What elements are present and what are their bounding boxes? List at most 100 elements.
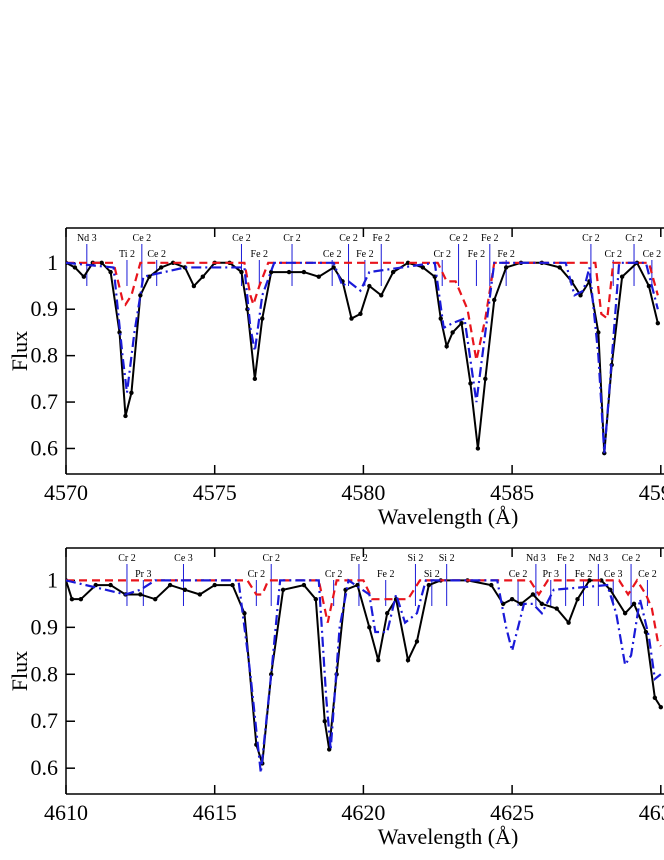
data-point xyxy=(658,704,663,710)
data-point xyxy=(239,269,244,275)
data-point xyxy=(376,658,381,663)
x-tick-label: 4610 xyxy=(44,800,88,825)
data-point xyxy=(557,265,562,270)
plot-area xyxy=(66,578,663,773)
x-axis-label: Wavelength (Å) xyxy=(378,504,519,529)
x-tick-label: 4570 xyxy=(44,480,88,505)
y-tick-label: 1 xyxy=(47,567,58,592)
line-id-label: Nd 3 xyxy=(526,553,546,564)
data-point xyxy=(414,639,420,644)
data-point xyxy=(200,274,206,279)
x-tick-label: 4590 xyxy=(639,480,664,505)
data-point xyxy=(108,582,113,588)
data-point xyxy=(578,293,583,298)
data-point xyxy=(99,260,104,266)
spectrum-line xyxy=(66,579,662,764)
spectrum-line xyxy=(66,261,659,454)
line-id-label: Fe 2 xyxy=(372,233,390,244)
line-id-label: Fe 2 xyxy=(575,569,593,580)
data-point xyxy=(81,274,87,279)
data-point xyxy=(575,596,580,602)
line-id-label: Ce 2 xyxy=(232,233,251,244)
data-point xyxy=(286,269,292,275)
y-tick-label: 0.8 xyxy=(31,661,59,686)
x-tick-label: 4625 xyxy=(490,800,534,825)
data-point xyxy=(646,283,652,289)
data-point xyxy=(147,274,152,279)
line-id-label: Pr 3 xyxy=(543,569,559,580)
data-point xyxy=(182,587,188,592)
y-tick-label: 0.7 xyxy=(31,708,59,733)
y-tick-label: 1 xyxy=(47,250,58,275)
data-point xyxy=(230,582,235,588)
data-point xyxy=(301,269,307,275)
spectrum-line xyxy=(66,261,659,361)
line-id-label: Cr 2 xyxy=(325,569,343,580)
line-id-label: Ce 2 xyxy=(638,569,657,580)
data-point xyxy=(530,592,536,597)
data-point xyxy=(138,293,143,298)
data-point xyxy=(313,596,319,602)
data-point xyxy=(450,330,455,335)
data-point xyxy=(212,582,217,588)
data-point xyxy=(459,320,464,326)
data-point xyxy=(78,596,84,602)
line-id-label: Si 2 xyxy=(439,553,455,564)
data-point xyxy=(301,582,307,588)
line-id-label: Ce 3 xyxy=(174,553,193,564)
panel: 4610 4615 4620 4625 4630 0.6 0.7 0.8 0.9 1 Wavelen… xyxy=(7,547,664,849)
data-point xyxy=(331,265,336,270)
spectrum-line xyxy=(66,261,659,454)
data-point xyxy=(554,606,559,611)
line-id-label: Cr 2 xyxy=(118,553,136,564)
spectrum-line xyxy=(66,578,662,773)
x-tick-label: 4630 xyxy=(639,800,664,825)
data-point xyxy=(138,592,143,597)
data-point xyxy=(269,269,274,275)
data-point xyxy=(652,695,658,700)
line-id-label: Ce 2 xyxy=(339,233,358,244)
data-point xyxy=(367,625,372,630)
line-id-label: Pr 3 xyxy=(135,569,151,580)
line-id-label: Fe 2 xyxy=(356,249,374,260)
x-tick-label: 4615 xyxy=(193,800,237,825)
data-point xyxy=(503,265,509,270)
data-point xyxy=(489,582,494,588)
data-point xyxy=(619,274,625,279)
line-id-label: Cr 2 xyxy=(582,233,600,244)
panel: 4570 4575 4580 4585 4590 0.6 0.7 0.8 0.9 1 Wavelen… xyxy=(7,227,664,529)
line-id-label: Nd 3 xyxy=(588,553,608,564)
data-point xyxy=(72,265,78,270)
data-point xyxy=(655,320,661,326)
line-id-label: Ce 3 xyxy=(604,569,623,580)
data-point xyxy=(384,611,390,616)
data-point xyxy=(509,596,515,602)
line-id-label: Cr 2 xyxy=(433,249,451,260)
data-point xyxy=(316,274,321,279)
line-id-label: Fe 2 xyxy=(481,233,499,244)
line-id-label: Nd 3 xyxy=(77,233,97,244)
y-tick-label: 0.7 xyxy=(31,389,59,414)
line-id-label: Ce 2 xyxy=(323,249,342,260)
data-point xyxy=(483,376,488,382)
line-id-label: Fe 2 xyxy=(377,569,395,580)
data-point xyxy=(280,587,286,592)
line-id-label: Ce 2 xyxy=(622,553,641,564)
y-tick-label: 0.8 xyxy=(31,343,59,368)
data-point xyxy=(518,601,524,607)
data-point xyxy=(622,611,628,616)
data-point xyxy=(167,582,173,588)
line-id-label: Ti 2 xyxy=(119,249,135,260)
data-point xyxy=(108,269,113,275)
data-point xyxy=(197,592,203,597)
x-tick-label: 4620 xyxy=(341,800,385,825)
data-point xyxy=(475,446,481,451)
x-tick-label: 4585 xyxy=(490,480,534,505)
data-point xyxy=(349,316,354,321)
line-id-label: Cr 2 xyxy=(248,569,266,580)
data-point xyxy=(438,316,443,321)
plot-area xyxy=(66,260,661,456)
data-point xyxy=(468,381,473,386)
